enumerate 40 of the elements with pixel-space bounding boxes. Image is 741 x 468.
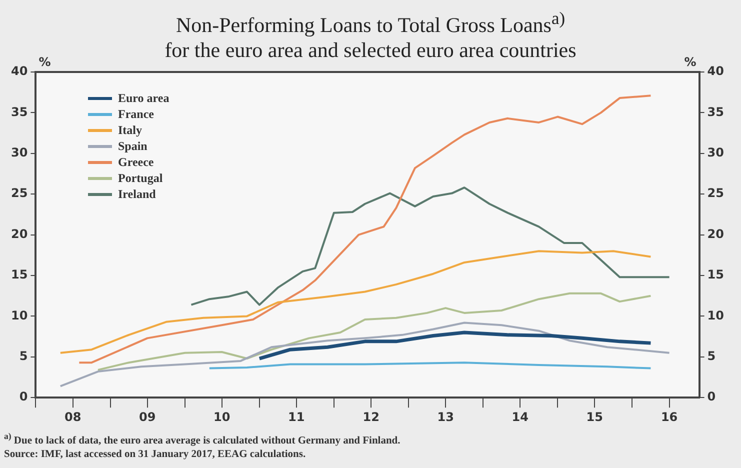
y-tick-label: 40	[10, 64, 28, 78]
text: $^{a)}$ Due to lack of data, the euro area average is calculated without Germany and Finland.	[4, 430, 400, 448]
y-tick-label: 5	[19, 349, 28, 364]
legend-label: Italy	[118, 122, 142, 138]
y2-tick-label: 30	[707, 146, 724, 160]
x-tick-label: 12	[362, 410, 380, 424]
source-note: Source: IMF, last accessed on 31 January 2017, EEAG calculations.	[4, 448, 307, 460]
chart-title: Non-Performing Loans to Total Gross Loans$^{a)}$	[176, 8, 566, 37]
x-tick-label: 11	[288, 410, 305, 424]
y2-tick-label: 35	[707, 104, 724, 119]
x-tick-label: 10	[214, 410, 230, 424]
y2-tick-label: 0	[707, 390, 716, 404]
x-tick-label: 14	[512, 410, 528, 424]
y2-tick-label: 20	[707, 226, 724, 241]
y2-tick-label: 40	[707, 64, 724, 78]
y-axis-title: %	[38, 55, 51, 70]
legend-label: Spain	[118, 138, 148, 154]
y-tick-label: 35	[10, 104, 28, 119]
x-tick-label: 13	[437, 410, 454, 424]
y-tick-label: 15	[10, 268, 28, 282]
x-tick-label: 16	[660, 410, 678, 424]
y2-axis-title: %	[684, 55, 696, 70]
x-tick-label: 09	[139, 410, 156, 424]
y-tick-label: 10	[10, 308, 28, 322]
legend-label: Ireland	[118, 186, 156, 202]
legend-label: Euro area	[118, 90, 170, 106]
legend-label: France	[118, 106, 154, 122]
chart-subtitle: for the euro area and selected euro area countries	[164, 38, 576, 62]
y-tick-label: 25	[10, 186, 28, 200]
y-tick-label: 20	[10, 226, 28, 241]
y2-tick-label: 10	[707, 308, 724, 322]
x-tick-label: 15	[586, 410, 603, 424]
legend-label: Greece	[118, 154, 154, 170]
legend-label: Portugal	[118, 170, 163, 186]
y2-tick-label: 5	[707, 349, 716, 364]
y2-tick-label: 25	[707, 186, 724, 200]
x-tick-label: 08	[64, 410, 82, 424]
y-tick-label: 30	[10, 146, 28, 160]
y-tick-label: 0	[19, 390, 28, 404]
y2-tick-label: 15	[707, 268, 724, 282]
